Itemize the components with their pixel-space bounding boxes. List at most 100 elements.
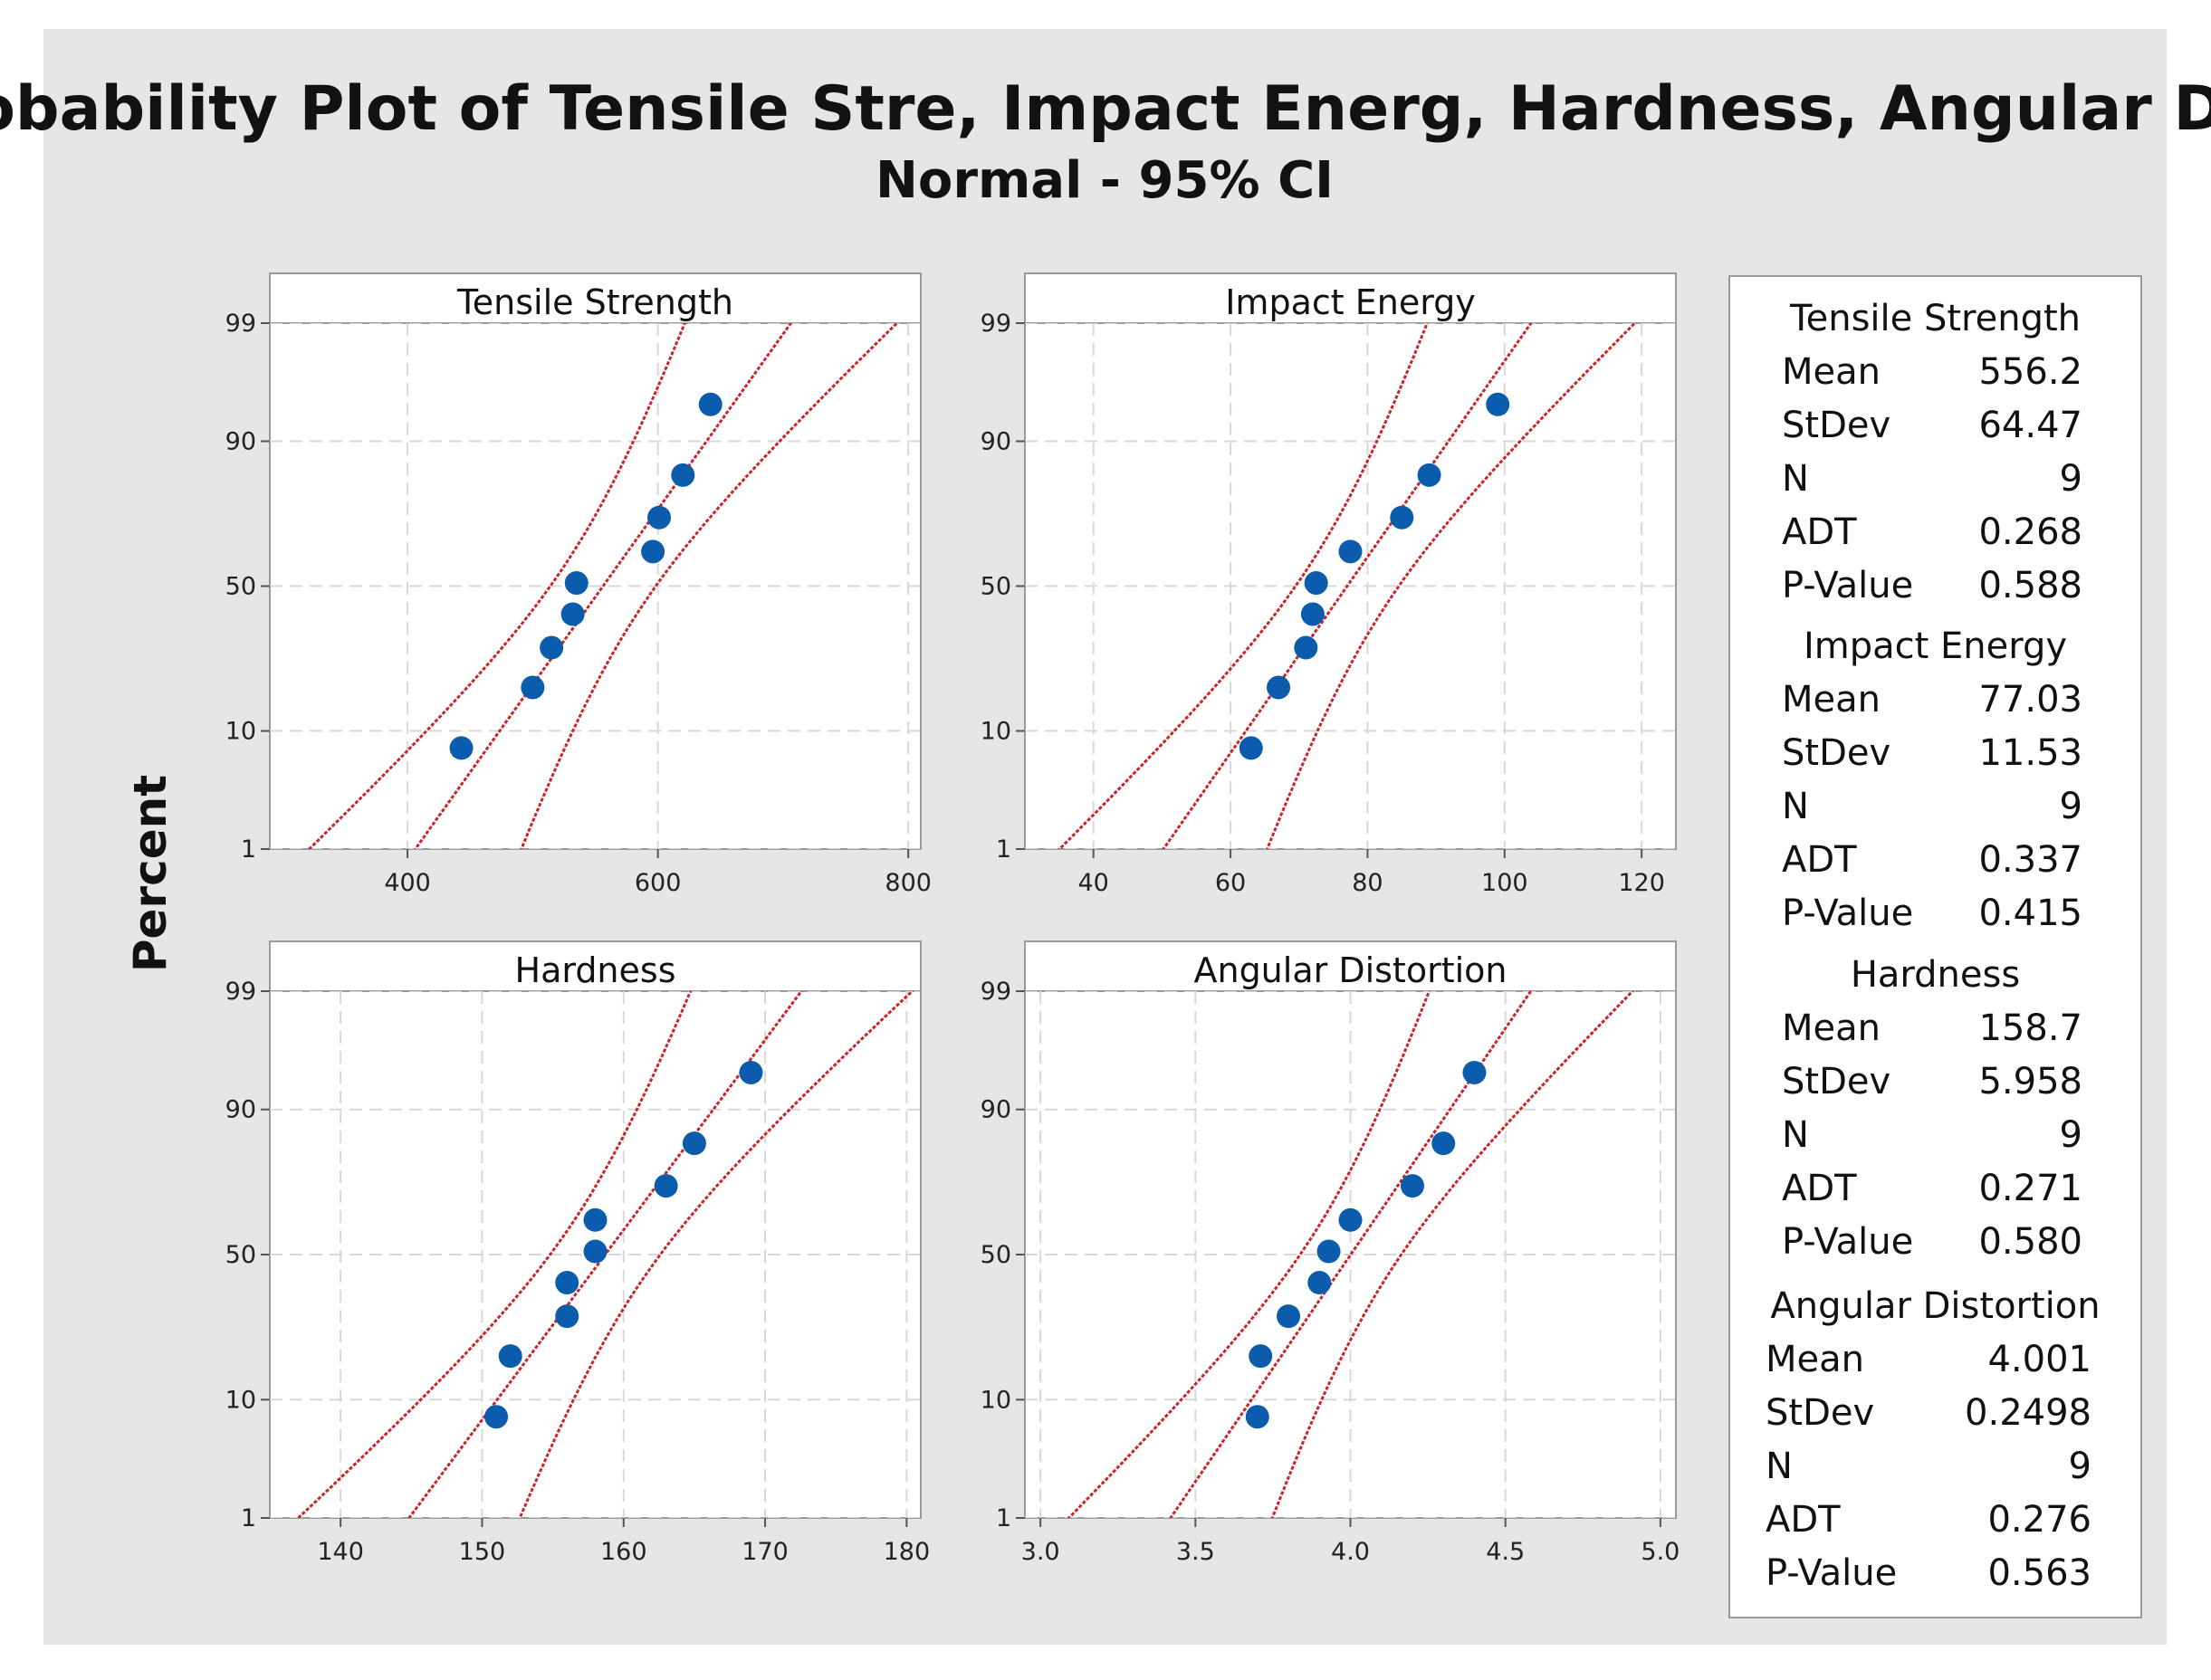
grid-lines (270, 991, 921, 1518)
x-tick-label: 140 (317, 1538, 364, 1566)
legend-stat-value: 9 (2069, 1446, 2091, 1487)
x-tick-label: 160 (600, 1538, 647, 1566)
data-point (521, 675, 545, 700)
x-tick-label: 4.0 (1331, 1538, 1370, 1566)
y-tick-label: 99 (225, 310, 256, 338)
y-tick-label: 1 (241, 835, 256, 864)
data-point (1316, 1239, 1341, 1264)
panel-angular-distortion: Angular Distortion 1 10 50 90 99 3.0 3.5 4.0 4.5 5… (981, 940, 1680, 1566)
x-tick-label: 40 (1078, 869, 1109, 897)
ci-band-lower (296, 991, 693, 1518)
panel-tensile-strength: Tensile Strength 1 10 50 90 99 400 600 800 (225, 272, 932, 897)
legend-header: Hardness (1851, 954, 2020, 996)
grid-lines (1025, 323, 1676, 849)
y-tick-label: 90 (225, 427, 256, 455)
data-point (698, 392, 723, 416)
y-tick-label: 90 (981, 427, 1011, 455)
legend-stat-label: P-Value (1782, 1221, 1913, 1263)
data-point (671, 463, 695, 487)
y-tick-label: 50 (981, 1241, 1011, 1269)
x-tick-label: 170 (742, 1538, 789, 1566)
data-point (1338, 1208, 1363, 1232)
y-tick-label: 90 (225, 1096, 256, 1124)
fit-lines (1058, 323, 1637, 849)
chart-title: Probability Plot of Tensile Stre, Impact… (0, 73, 2211, 145)
data-point (654, 1174, 678, 1198)
panel-frame (269, 272, 922, 850)
legend-stat-value: 0.563 (1987, 1552, 2091, 1594)
x-tick-label: 3.5 (1176, 1538, 1215, 1566)
x-tick-label: 180 (884, 1538, 931, 1566)
legend-stat-label: N (1782, 1114, 1809, 1156)
y-tick-label: 90 (981, 1096, 1011, 1124)
legend-header: Angular Distortion (1770, 1285, 2100, 1327)
panel-title: Tensile Strength (456, 282, 733, 322)
ci-band-upper (1270, 991, 1635, 1518)
data-point (1245, 1405, 1269, 1429)
legend-stat-label: N (1782, 458, 1809, 500)
legend-stat-value: 4.001 (1987, 1339, 2091, 1380)
legend-stat-value: 77.03 (1978, 679, 2082, 721)
y-tick-label: 10 (225, 718, 256, 746)
plot-panels: Tensile Strength 1 10 50 90 99 400 600 800 Impact… (225, 272, 1680, 1566)
legend-stat-label: Mean (1782, 351, 1881, 393)
data-point (1307, 1271, 1332, 1295)
x-tick-label: 3.0 (1021, 1538, 1060, 1566)
legend-stat-label: ADT (1782, 1168, 1857, 1209)
y-tick-label: 99 (225, 978, 256, 1006)
data-point (1338, 539, 1363, 564)
y-tick-label: 10 (981, 1386, 1011, 1414)
y-tick-label: 50 (225, 1241, 256, 1269)
data-point (555, 1304, 579, 1329)
legend-stat-value: 0.588 (1978, 565, 2082, 606)
fit-lines (307, 323, 899, 849)
y-axis-label: Percent (124, 775, 177, 972)
data-point (1462, 1060, 1487, 1084)
data-point (560, 602, 585, 626)
fit-lines (1067, 991, 1635, 1518)
ci-band-upper (520, 323, 899, 849)
legend-stat-label: N (1782, 786, 1809, 827)
x-tick-label: 60 (1215, 869, 1246, 897)
data-point (641, 539, 665, 564)
data-point (682, 1131, 706, 1156)
legend-stat-label: Mean (1766, 1339, 1864, 1380)
legend-stat-value: 9 (2060, 1114, 2082, 1156)
data-point (1249, 1344, 1273, 1369)
data-point (449, 736, 474, 760)
data-point (1390, 505, 1414, 530)
chart-subtitle: Normal - 95% CI (876, 151, 1334, 210)
data-point (647, 505, 672, 530)
data-point (583, 1239, 608, 1264)
x-tick-label: 100 (1481, 869, 1528, 897)
x-tick-label: 4.5 (1486, 1538, 1525, 1566)
y-tick-label: 50 (225, 573, 256, 601)
panel-hardness: Hardness 1 10 50 90 99 140 150 160 170 180 (225, 940, 931, 1566)
y-tick-label: 10 (981, 718, 1011, 746)
data-point (1267, 675, 1291, 700)
x-tick-label: 80 (1352, 869, 1383, 897)
data-point (1431, 1131, 1456, 1156)
legend-stat-label: P-Value (1782, 892, 1913, 934)
panel-impact-energy: Impact Energy 1 10 50 90 99 40 60 80 100 120 (981, 272, 1677, 897)
data-point (498, 1344, 522, 1369)
x-tick-label: 800 (885, 869, 932, 897)
legend-stat-value: 0.271 (1978, 1168, 2082, 1209)
grid-lines (270, 323, 921, 849)
y-tick-label: 99 (981, 310, 1011, 338)
legend-stat-label: Mean (1782, 1007, 1881, 1049)
y-tick-label: 99 (981, 978, 1011, 1006)
legend-stat-label: ADT (1782, 839, 1857, 881)
legend-stat-value: 0.580 (1978, 1221, 2082, 1263)
legend-stat-label: ADT (1782, 511, 1857, 553)
data-point (739, 1060, 763, 1084)
legend-header: Impact Energy (1804, 625, 2067, 667)
panel-title: Impact Energy (1225, 282, 1476, 322)
legend-stat-value: 0.268 (1978, 511, 2082, 553)
data-point (1417, 463, 1441, 487)
y-tick-label: 50 (981, 573, 1011, 601)
legend-stat-label: StDev (1766, 1392, 1874, 1434)
data-point (1294, 635, 1318, 660)
data-point (555, 1271, 579, 1295)
